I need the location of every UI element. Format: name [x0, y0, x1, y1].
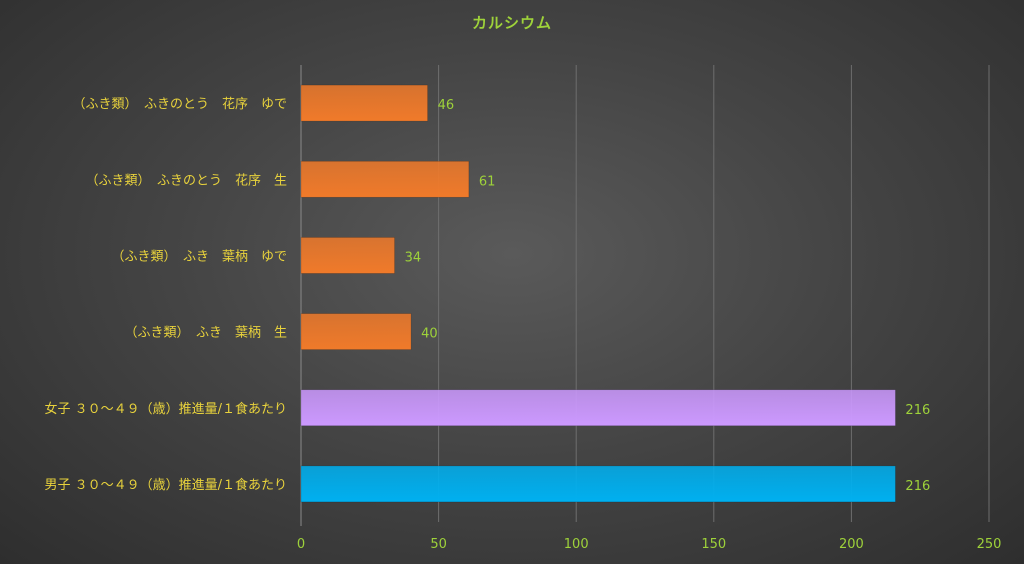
bar: [300, 389, 896, 427]
data-label: 216: [905, 479, 930, 494]
category-label: 男子 ３０～４９（歳）推進量/１食あたり: [44, 477, 287, 493]
category-label: 女子 ３０～４９（歳）推進量/１食あたり: [44, 401, 287, 417]
category-label: （ふき類） ふき 葉柄 ゆで: [111, 249, 287, 264]
category-label: （ふき類） ふきのとう 花序 生: [85, 172, 287, 188]
x-tick-label: 150: [701, 537, 726, 552]
x-tick-label: 50: [430, 537, 447, 552]
data-label: 40: [421, 327, 438, 342]
x-tick-label: 0: [297, 537, 305, 552]
category-label: （ふき類） ふきのとう 花序 ゆで: [72, 96, 287, 112]
x-tick-label: 250: [977, 537, 1002, 552]
bar: [300, 465, 896, 503]
x-tick-label: 100: [564, 537, 589, 552]
bar: [300, 84, 428, 122]
data-label: 216: [905, 403, 930, 418]
chart-title: カルシウム: [471, 14, 552, 32]
data-label: 34: [405, 250, 422, 265]
bar: [300, 160, 470, 198]
data-label: 46: [438, 98, 455, 113]
bar: [300, 237, 395, 274]
bar: [300, 313, 412, 350]
category-label: （ふき類） ふき 葉柄 生: [124, 326, 287, 341]
data-label: 61: [479, 174, 496, 189]
x-tick-label: 200: [839, 537, 864, 552]
